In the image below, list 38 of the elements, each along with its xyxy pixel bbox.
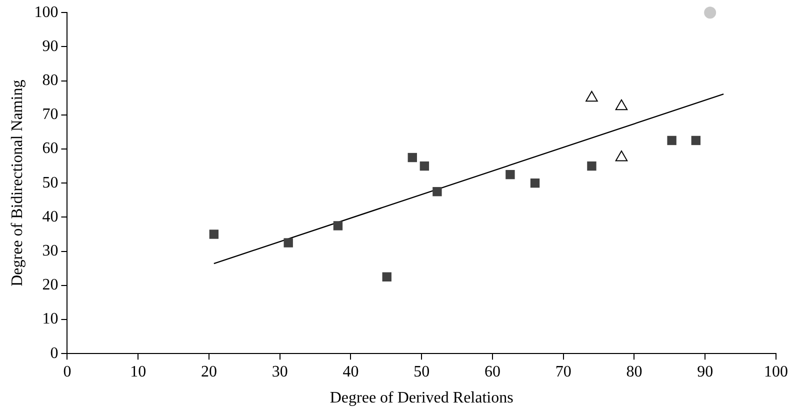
- point: [209, 230, 219, 239]
- x-tick-label: 100: [764, 363, 788, 380]
- y-tick-label: 10: [42, 310, 58, 328]
- point: [587, 161, 596, 171]
- point: [667, 136, 676, 146]
- y-tick-label: 0: [50, 344, 58, 362]
- point: [691, 136, 700, 146]
- y-tick-label: 90: [42, 38, 58, 55]
- point: [704, 6, 716, 19]
- x-tick-label: 60: [484, 363, 500, 380]
- y-tick-label: 20: [42, 276, 58, 294]
- point: [506, 170, 515, 180]
- point: [420, 161, 430, 171]
- point: [284, 238, 293, 248]
- x-tick-label: 90: [697, 363, 714, 380]
- x-tick-label: 40: [342, 363, 359, 380]
- x-axis-title: Degree of Derived Relations: [330, 390, 514, 407]
- x-tick-label: 50: [414, 363, 430, 380]
- y-tick-label: 60: [42, 140, 58, 158]
- x-tick-label: 0: [63, 363, 72, 380]
- y-tick-label: 50: [42, 174, 58, 192]
- point: [432, 187, 442, 196]
- x-tick-label: 80: [626, 363, 642, 380]
- y-tick-label: 70: [42, 106, 58, 124]
- x-tick-label: 30: [272, 363, 288, 380]
- y-tick-label: 40: [42, 208, 58, 226]
- point: [615, 150, 628, 162]
- y-axis-title: Degree of Bidirectional Naming: [8, 80, 26, 286]
- y-tick-label: 100: [34, 4, 58, 21]
- y-tick-label: 80: [42, 72, 58, 90]
- x-tick-label: 70: [555, 363, 572, 380]
- x-tick-label: 20: [200, 363, 217, 380]
- point: [382, 272, 392, 282]
- point: [333, 221, 343, 230]
- x-tick-label: 10: [130, 363, 146, 380]
- point: [530, 178, 540, 188]
- point: [408, 152, 417, 162]
- y-tick-label: 30: [42, 242, 58, 260]
